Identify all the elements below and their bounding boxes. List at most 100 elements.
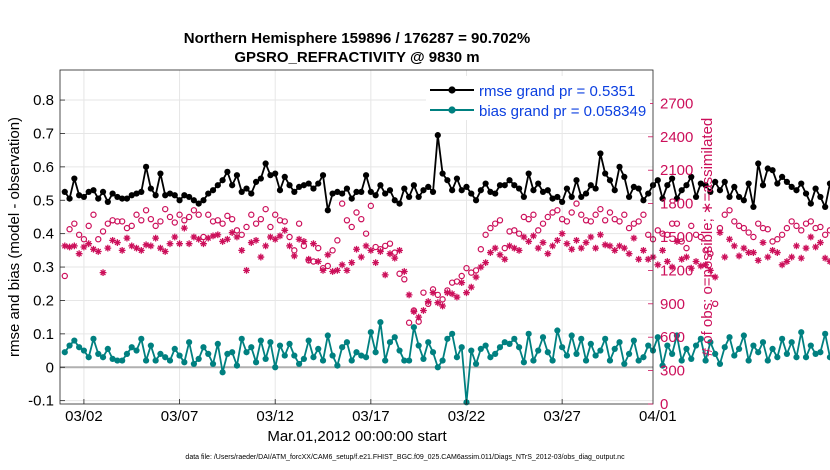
assimilated-obs-point xyxy=(769,246,776,254)
rmse-point xyxy=(391,197,398,204)
assimilated-obs-point xyxy=(745,249,753,256)
assimilated-obs-point xyxy=(171,233,179,241)
possible-obs-point xyxy=(788,218,795,225)
possible-obs-point xyxy=(181,217,188,224)
possible-obs-point xyxy=(578,211,585,218)
rmse-point xyxy=(702,182,709,189)
assimilated-obs-point xyxy=(386,250,394,258)
rmse-point xyxy=(195,200,202,207)
bias-line xyxy=(64,321,830,404)
bias-point xyxy=(128,344,135,351)
rmse-point xyxy=(291,188,298,196)
bias-point xyxy=(592,352,599,359)
assimilated-obs-point xyxy=(429,289,437,297)
possible-obs-point xyxy=(138,217,145,224)
rmse-point xyxy=(798,180,805,187)
bias-point xyxy=(755,349,762,356)
assimilated-obs-point xyxy=(563,240,571,248)
rmse-point xyxy=(669,175,676,182)
assimilated-obs-point xyxy=(281,226,289,234)
y-axis-left-label: rmse and bias (model - observation) xyxy=(6,117,23,357)
rmse-point xyxy=(554,193,561,201)
assimilated-obs-point xyxy=(75,250,83,258)
rmse-point xyxy=(568,193,575,201)
bias-point xyxy=(659,362,666,369)
assimilated-obs-point xyxy=(324,251,332,259)
assimilated-obs-point xyxy=(553,236,561,244)
bias-point xyxy=(61,349,68,356)
bias-point xyxy=(396,347,403,354)
bias-point xyxy=(200,344,207,351)
assimilated-obs-point xyxy=(137,246,145,254)
possible-obs-point xyxy=(99,228,107,235)
assimilated-obs-point xyxy=(754,256,762,264)
rmse-point xyxy=(315,180,322,187)
possible-obs-point xyxy=(783,224,791,232)
bias-point xyxy=(817,349,824,356)
assimilated-obs-point xyxy=(582,239,590,246)
possible-obs-point xyxy=(487,224,494,232)
possible-obs-point xyxy=(745,229,752,236)
bias-point xyxy=(248,344,255,351)
rmse-point xyxy=(429,188,437,196)
bias-point xyxy=(224,350,231,357)
x-tick-label: 03/12 xyxy=(256,408,294,425)
assimilated-obs-point xyxy=(549,242,556,250)
assimilated-obs-point xyxy=(310,240,317,248)
possible-obs-point xyxy=(472,267,480,274)
bias-point xyxy=(697,335,704,342)
left-y-tick-label: 0 xyxy=(46,359,54,376)
assimilated-obs-point xyxy=(276,232,284,240)
bias-point xyxy=(625,350,633,357)
bias-point xyxy=(735,345,743,352)
possible-obs-point xyxy=(778,231,786,238)
rmse-point xyxy=(219,177,226,184)
assimilated-obs-point xyxy=(453,293,461,301)
rmse-point xyxy=(635,185,642,192)
possible-obs-point xyxy=(147,215,155,223)
left-y-axis-ticks: -0.1 0 0.1 0.2 0.3 0.4 0.5 0.6 0.7 0.8 xyxy=(28,92,65,410)
possible-obs-point xyxy=(573,200,580,207)
possible-obs-point xyxy=(66,226,73,233)
rmse-point xyxy=(549,195,556,202)
assimilated-obs-point xyxy=(783,258,791,265)
bias-point xyxy=(582,357,590,364)
bias-point xyxy=(472,360,480,368)
assimilated-obs-point xyxy=(501,255,509,263)
assimilated-obs-point xyxy=(750,249,757,256)
assimilated-obs-point xyxy=(706,267,714,274)
assimilated-obs-point xyxy=(123,234,131,242)
possible-obs-point xyxy=(664,231,671,238)
assimilated-obs-point xyxy=(271,235,279,243)
bias-point xyxy=(630,337,637,344)
bias-point xyxy=(104,345,111,352)
rmse-point xyxy=(463,183,470,190)
possible-obs-point xyxy=(592,211,599,218)
bias-point xyxy=(822,330,829,337)
rmse-point xyxy=(248,190,255,197)
assimilated-obs-point xyxy=(663,258,671,265)
bias-point xyxy=(267,339,274,346)
rmse-point xyxy=(692,193,700,201)
possible-obs-point xyxy=(525,215,532,223)
rmse-point xyxy=(621,173,628,180)
bias-point xyxy=(66,342,73,349)
bias-point xyxy=(692,342,700,349)
rmse-point xyxy=(539,188,547,196)
assimilated-obs-point xyxy=(807,233,815,241)
bias-point xyxy=(410,324,417,331)
assimilated-obs-point xyxy=(711,273,719,281)
obs-count-markers xyxy=(61,200,830,326)
rmse-point xyxy=(444,177,451,184)
rmse-point xyxy=(406,193,413,201)
possible-obs-point xyxy=(587,218,595,225)
possible-obs-point xyxy=(405,319,413,326)
rmse-point xyxy=(482,180,489,187)
rmse-point xyxy=(750,203,757,211)
bias-point xyxy=(420,355,427,363)
possible-obs-point xyxy=(511,227,518,234)
bias-point xyxy=(171,345,178,352)
bias-point xyxy=(554,327,561,334)
assimilated-obs-point xyxy=(204,234,212,242)
bias-point xyxy=(539,334,547,341)
